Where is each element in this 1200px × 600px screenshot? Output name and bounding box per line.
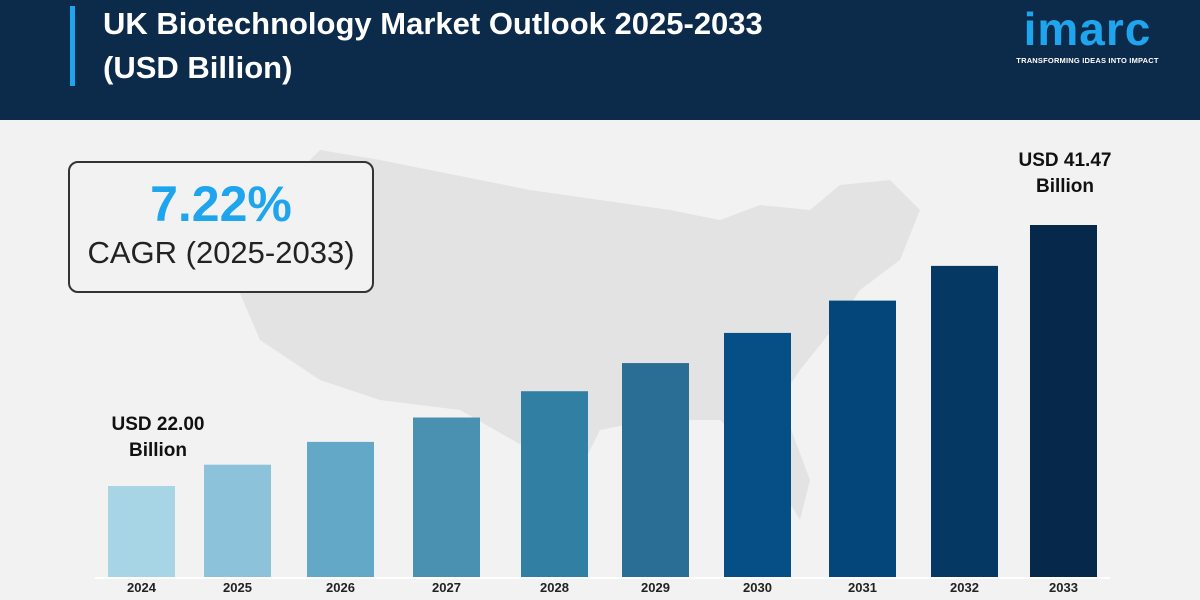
bar-2029 (622, 363, 689, 577)
title-line-1: UK Biotechnology Market Outlook 2025-203… (103, 6, 763, 41)
x-tick-label: 2029 (641, 580, 670, 595)
start-value-label: USD 22.00 Billion (88, 412, 228, 464)
end-value-line2: Billion (1035, 176, 1095, 197)
bar-2025 (204, 464, 271, 577)
end-value-label: USD 41.47 Billion (995, 148, 1135, 200)
x-tick-label: 2027 (432, 580, 461, 595)
start-value-line2: Billion (128, 440, 188, 461)
bar-2030 (724, 332, 791, 577)
bar-2027 (413, 417, 480, 577)
cagr-value: 7.22% (150, 176, 292, 232)
start-value-line1: USD 22.00 (111, 414, 205, 435)
bar-2028 (521, 391, 588, 577)
bar-2024 (108, 486, 175, 577)
page-title: UK Biotechnology Market Outlook 2025-203… (103, 2, 903, 90)
x-tick-label: 2031 (848, 580, 877, 595)
header: UK Biotechnology Market Outlook 2025-203… (0, 0, 1200, 120)
logo-word: imarc (1023, 3, 1152, 55)
x-tick-label: 2030 (743, 580, 772, 595)
imarc-logo: imarc TRANSFORMING IDEAS INTO IMPACT (1010, 2, 1165, 65)
x-tick-label: 2028 (540, 580, 569, 595)
cagr-box: 7.22% CAGR (2025-2033) (68, 161, 374, 293)
title-accent-bar (70, 6, 75, 86)
end-value-line1: USD 41.47 (1018, 150, 1112, 171)
bar-2031 (829, 300, 896, 577)
x-tick-label: 2024 (127, 580, 157, 595)
x-tick-label: 2026 (326, 580, 355, 595)
logo-tagline: TRANSFORMING IDEAS INTO IMPACT (1016, 56, 1159, 65)
bar-2033 (1030, 225, 1097, 577)
x-tick-label: 2025 (223, 580, 252, 595)
cagr-label: CAGR (2025-2033) (87, 235, 355, 270)
x-tick-label: 2033 (1049, 580, 1078, 595)
x-tick-label: 2032 (950, 580, 979, 595)
bar-2026 (307, 441, 374, 577)
title-line-2: (USD Billion) (103, 50, 293, 85)
bar-2032 (931, 265, 998, 577)
